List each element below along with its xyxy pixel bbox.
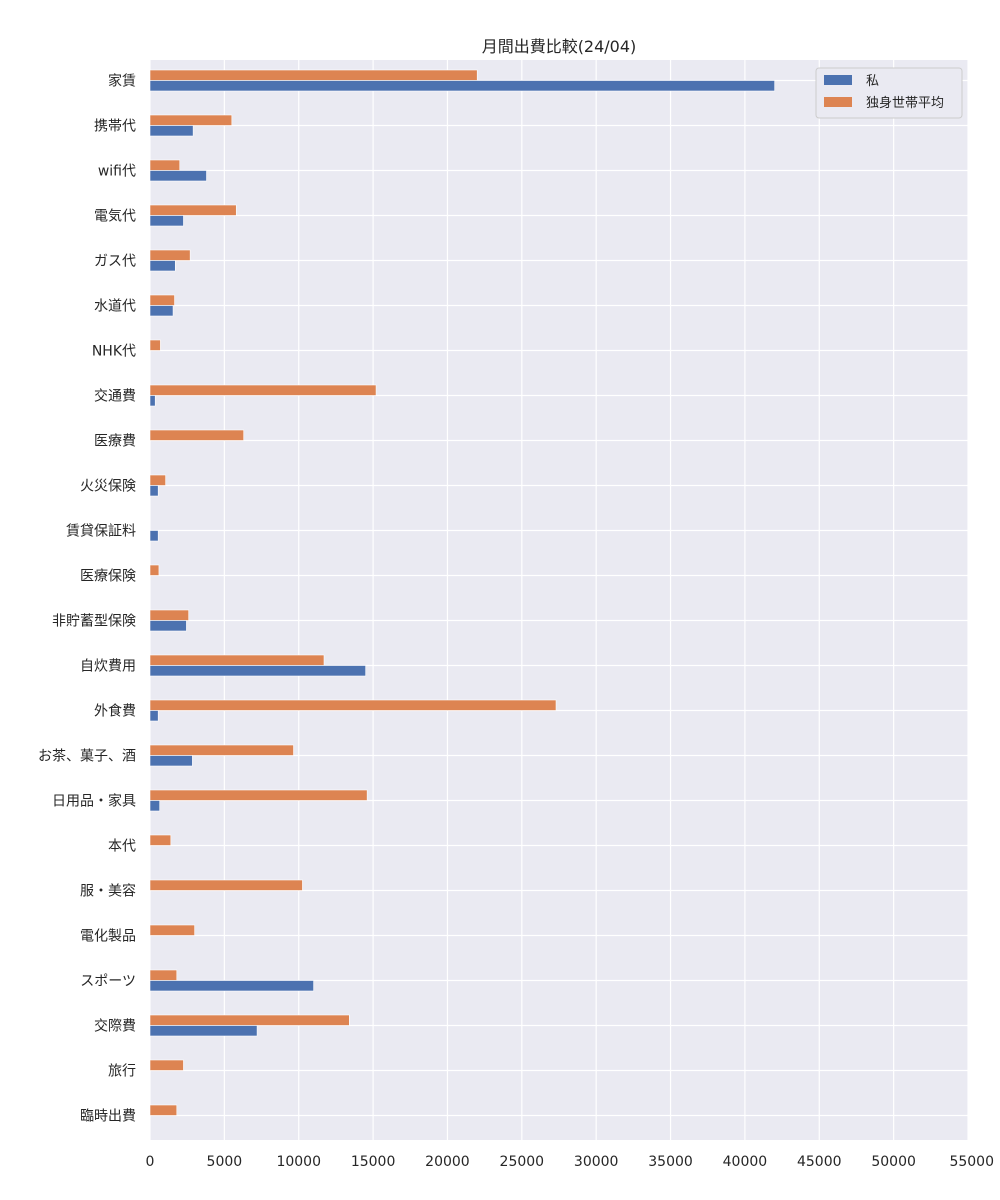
category-label: 火災保険 <box>80 479 136 495</box>
bar-me <box>149 125 194 137</box>
bar-me <box>149 305 174 317</box>
legend-box <box>815 67 963 119</box>
x-tick-label: 40000 <box>723 1154 768 1170</box>
bar-average <box>149 744 294 756</box>
category-label: 交通費 <box>94 388 136 405</box>
category-label: 水道代 <box>94 299 136 315</box>
legend-swatch-me <box>824 75 852 85</box>
category-label: 医療費 <box>94 433 136 450</box>
bar-average <box>149 114 233 126</box>
x-tick-label: 50000 <box>871 1154 916 1170</box>
bar-average <box>149 339 161 351</box>
bar-average <box>149 834 172 846</box>
category-label: 旅行 <box>108 1064 136 1080</box>
bar-average <box>149 609 189 621</box>
x-tick-label: 10000 <box>276 1154 321 1170</box>
category-label: 外食費 <box>94 703 136 720</box>
bar-me <box>149 620 187 632</box>
category-label: 臨時出費 <box>80 1109 136 1125</box>
bar-me <box>149 710 159 722</box>
bars <box>149 69 775 1116</box>
bar-average <box>149 879 303 891</box>
bar-average <box>149 699 557 711</box>
category-label: スポーツ <box>80 974 136 990</box>
x-tick-label: 55000 <box>949 1154 994 1170</box>
bar-me <box>149 80 775 92</box>
legend-swatch-average <box>824 97 852 107</box>
category-label: NHK代 <box>92 344 136 360</box>
bar-me <box>149 980 314 992</box>
x-tick-label: 15000 <box>351 1154 396 1170</box>
plot-background <box>150 60 968 1140</box>
x-tick-label: 5000 <box>207 1154 243 1170</box>
category-label: 自炊費用 <box>80 659 136 675</box>
bar-me <box>149 170 207 182</box>
bar-average <box>149 654 325 666</box>
bar-average <box>149 69 478 81</box>
legend-label-me: 私 <box>866 74 879 89</box>
bar-average <box>149 474 166 486</box>
bar-average <box>149 249 191 261</box>
bar-average <box>149 924 195 936</box>
category-label: 電化製品 <box>80 929 136 945</box>
bar-average <box>149 1014 350 1026</box>
x-tick-label: 45000 <box>797 1154 842 1170</box>
bar-me <box>149 800 160 812</box>
x-tick-label: 30000 <box>574 1154 619 1170</box>
bar-me <box>149 530 159 542</box>
x-tick-label: 20000 <box>425 1154 470 1170</box>
category-label: 電気代 <box>94 209 136 225</box>
bar-me <box>149 395 156 407</box>
legend-label-average: 独身世帯平均 <box>866 95 944 111</box>
category-label: 交際費 <box>94 1018 136 1035</box>
bar-me <box>149 215 184 227</box>
bar-me <box>149 665 366 677</box>
chart-title: 月間出費比較(24/04) <box>482 37 637 56</box>
category-label: ガス代 <box>94 254 136 270</box>
bar-average <box>149 564 160 576</box>
category-label: 非貯蓄型保険 <box>52 614 136 630</box>
bar-average <box>149 159 181 171</box>
bar-average <box>149 1059 184 1071</box>
category-label: 本代 <box>108 839 136 855</box>
bar-average <box>149 969 178 981</box>
bar-me <box>149 485 159 497</box>
bar-me <box>149 1025 258 1037</box>
bar-average <box>149 789 368 801</box>
category-label: 携帯代 <box>94 119 136 135</box>
category-label: 服・美容 <box>80 883 136 900</box>
x-tick-label: 0 <box>146 1154 155 1170</box>
bar-me <box>149 260 176 272</box>
category-label: お茶、菓子、酒 <box>38 749 136 765</box>
category-label: 賃貸保証料 <box>66 524 136 540</box>
x-axis-tick-labels: 0 5000 10000 15000 20000 25000 30000 35000 40000… <box>146 1154 994 1170</box>
category-label: 家賃 <box>108 73 136 90</box>
legend: 私 独身世帯平均 <box>815 67 963 119</box>
bar-average <box>149 294 175 306</box>
category-label: 日用品・家具 <box>52 793 136 810</box>
bar-average <box>149 204 237 216</box>
x-tick-label: 25000 <box>500 1154 545 1170</box>
bar-average <box>149 429 244 441</box>
x-tick-label: 35000 <box>648 1154 693 1170</box>
bar-me <box>149 755 193 767</box>
category-label: wifi代 <box>98 164 136 180</box>
bar-average <box>149 384 377 396</box>
bar-average <box>149 1104 178 1116</box>
category-label: 医療保険 <box>80 568 136 585</box>
